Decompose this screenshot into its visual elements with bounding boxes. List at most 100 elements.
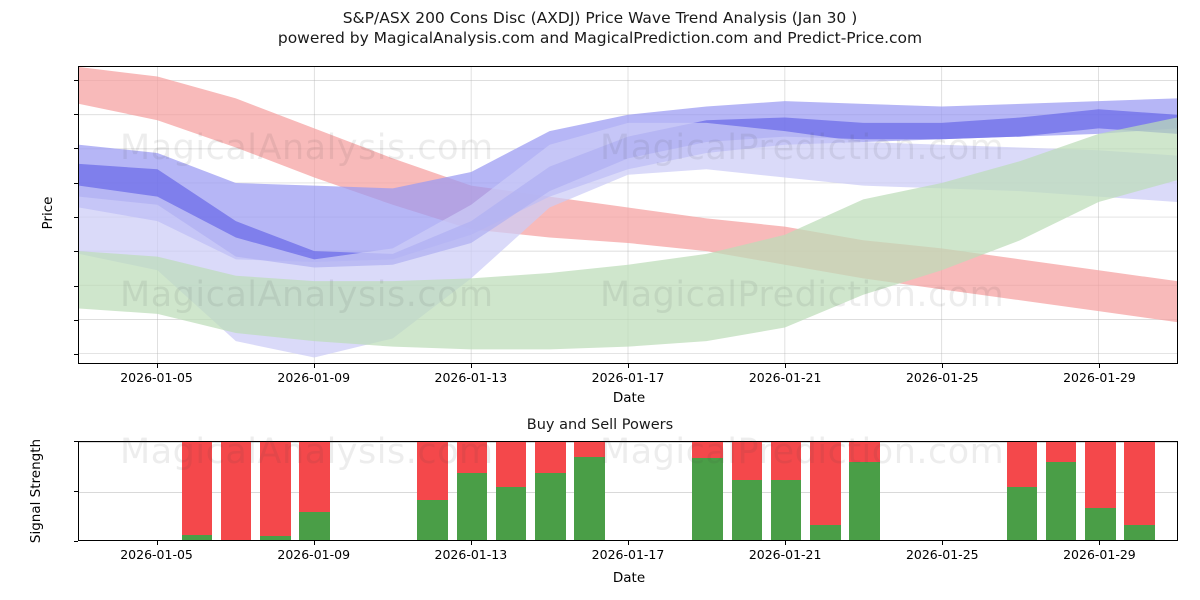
signal-x-tick-label: 2026-01-25 bbox=[905, 547, 979, 562]
chart-title-block: S&P/ASX 200 Cons Disc (AXDJ) Price Wave … bbox=[0, 8, 1200, 48]
price-x-tick-label: 2026-01-29 bbox=[1063, 370, 1136, 385]
signal-bar[interactable] bbox=[1085, 442, 1116, 540]
price-x-axis-title: Date bbox=[612, 390, 646, 406]
signal-bar[interactable] bbox=[731, 442, 763, 540]
signal-bar[interactable] bbox=[770, 442, 802, 540]
buy-power-segment bbox=[181, 535, 213, 540]
signal-x-tick-label: 2026-01-17 bbox=[591, 547, 665, 562]
sell-power-segment bbox=[1045, 442, 1077, 464]
price-x-tick-mark bbox=[1099, 364, 1101, 368]
price-x-tick-label: 2026-01-09 bbox=[277, 370, 351, 385]
sell-power-segment bbox=[770, 442, 802, 482]
buy-power-segment bbox=[299, 512, 331, 540]
signal-x-tick-mark bbox=[1099, 541, 1101, 545]
signal-bar[interactable] bbox=[417, 442, 448, 540]
price-y-tick-mark bbox=[74, 217, 78, 219]
sell-power-segment bbox=[1124, 442, 1156, 527]
price-y-tick-mark bbox=[74, 320, 78, 322]
wave-band-blue bbox=[79, 98, 1177, 263]
buy-power-segment bbox=[1045, 462, 1077, 540]
buy-power-segment bbox=[535, 473, 566, 540]
sell-power-segment bbox=[417, 442, 448, 502]
price-y-tick-mark bbox=[74, 285, 78, 287]
signal-x-axis-title: Date bbox=[612, 570, 646, 586]
price-y-tick-mark bbox=[74, 114, 78, 116]
signal-bar[interactable] bbox=[220, 442, 252, 540]
buy-power-segment bbox=[770, 480, 802, 540]
buy-power-segment bbox=[692, 458, 723, 540]
sell-power-segment bbox=[535, 442, 566, 475]
buy-power-segment bbox=[456, 473, 488, 540]
support-band-green bbox=[79, 117, 1177, 350]
signal-grid-line bbox=[79, 492, 1177, 493]
buy-power-segment bbox=[260, 536, 291, 540]
signal-bar[interactable] bbox=[1006, 442, 1038, 540]
price-x-tick-label: 2026-01-25 bbox=[905, 370, 979, 385]
sell-power-segment bbox=[692, 442, 723, 460]
signal-x-tick-label: 2026-01-05 bbox=[120, 547, 193, 562]
sell-power-segment bbox=[849, 442, 881, 464]
buy-power-segment bbox=[849, 462, 881, 540]
signal-y-tick-mark bbox=[74, 441, 78, 442]
price-y-axis-title: Price bbox=[40, 196, 56, 230]
signal-bar[interactable] bbox=[810, 442, 841, 540]
price-x-tick-mark bbox=[785, 364, 787, 368]
buy-power-segment bbox=[1124, 525, 1156, 540]
buy-power-segment bbox=[574, 457, 606, 540]
buy-power-segment bbox=[1006, 487, 1038, 540]
sell-power-segment bbox=[299, 442, 331, 514]
price-y-tick-mark bbox=[74, 148, 78, 150]
signal-x-tick-mark bbox=[156, 541, 158, 545]
sell-power-segment bbox=[220, 442, 252, 540]
signal-bar[interactable] bbox=[692, 442, 723, 540]
page-subtitle: powered by MagicalAnalysis.com and Magic… bbox=[277, 29, 923, 47]
signal-bar[interactable] bbox=[574, 442, 606, 540]
signal-bar[interactable] bbox=[535, 442, 566, 540]
signal-y-tick-mark bbox=[74, 541, 78, 542]
signal-x-tick-label: 2026-01-13 bbox=[434, 547, 508, 562]
buy-power-segment bbox=[417, 500, 448, 540]
buy-power-segment bbox=[810, 525, 841, 540]
signal-bar[interactable] bbox=[456, 442, 488, 540]
price-x-tick-mark bbox=[313, 364, 315, 368]
price-x-tick-mark bbox=[470, 364, 472, 368]
signal-bar[interactable] bbox=[495, 442, 527, 540]
page-title: S&P/ASX 200 Cons Disc (AXDJ) Price Wave … bbox=[342, 9, 858, 27]
price-y-tick-mark bbox=[74, 182, 78, 184]
price-y-tick-mark bbox=[74, 79, 78, 81]
signal-bar[interactable] bbox=[181, 442, 213, 540]
signal-x-tick-label: 2026-01-09 bbox=[277, 547, 351, 562]
signal-x-tick-mark bbox=[628, 541, 629, 545]
sell-power-segment bbox=[574, 442, 606, 459]
sell-power-segment bbox=[456, 442, 488, 475]
buy-power-segment bbox=[495, 487, 527, 540]
buy-power-segment bbox=[1085, 508, 1116, 540]
signal-x-tick-label: 2026-01-29 bbox=[1063, 547, 1136, 562]
signal-y-tick-mark bbox=[74, 491, 78, 492]
price-chart-plot-area bbox=[78, 66, 1178, 364]
sell-power-segment bbox=[181, 442, 213, 537]
price-x-tick-mark bbox=[942, 364, 944, 368]
price-y-tick-mark bbox=[74, 251, 78, 253]
price-bands-svg bbox=[79, 67, 1177, 363]
signal-x-tick-mark bbox=[785, 541, 787, 545]
signal-bar[interactable] bbox=[1045, 442, 1077, 540]
signal-bar[interactable] bbox=[849, 442, 881, 540]
sell-power-segment bbox=[260, 442, 291, 538]
price-x-tick-label: 2026-01-21 bbox=[748, 370, 822, 385]
signal-x-tick-mark bbox=[942, 541, 944, 545]
price-x-tick-mark bbox=[156, 364, 158, 368]
signal-chart-plot-area bbox=[78, 441, 1178, 541]
buy-power-segment bbox=[731, 480, 763, 540]
signal-bar[interactable] bbox=[1124, 442, 1156, 540]
signal-bar[interactable] bbox=[260, 442, 291, 540]
price-x-tick-mark bbox=[628, 364, 629, 368]
signal-bar[interactable] bbox=[299, 442, 331, 540]
sell-power-segment bbox=[495, 442, 527, 489]
price-y-tick-mark bbox=[74, 354, 78, 356]
price-x-tick-label: 2026-01-13 bbox=[434, 370, 508, 385]
signal-x-tick-mark bbox=[313, 541, 315, 545]
sell-power-segment bbox=[731, 442, 763, 482]
signal-x-tick-label: 2026-01-21 bbox=[748, 547, 822, 562]
